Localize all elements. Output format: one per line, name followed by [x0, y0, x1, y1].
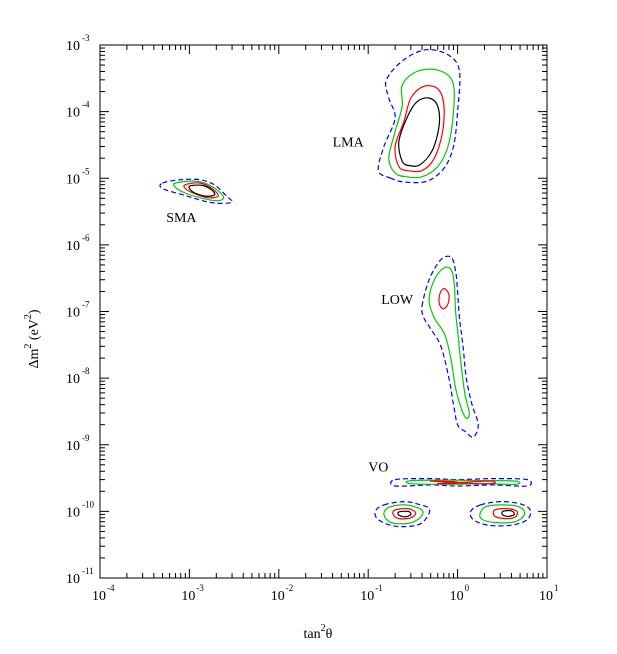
y-tick-label: 10 [66, 172, 80, 187]
contour-green [428, 266, 470, 419]
region-vo-lower-right [469, 500, 532, 527]
region-label-sma: SMA [166, 211, 197, 226]
y-tick-label: 10 [66, 439, 80, 454]
y-tick-label: 10 [66, 39, 80, 54]
x-tick-label: 10 [360, 589, 374, 604]
x-tick: 10-4 [92, 45, 115, 604]
contour-black [188, 184, 216, 197]
y-tick-exponent: -7 [82, 300, 90, 310]
region-lma [377, 48, 461, 184]
ticks-layer: 10-410-310-210-110010110-1110-1010-910-8… [66, 33, 559, 604]
x-tick-label: 10 [539, 589, 553, 604]
contour-red [438, 288, 450, 310]
y-tick: 10-6 [66, 233, 547, 254]
x-tick-exponent: 0 [465, 583, 470, 593]
y-tick: 10-7 [66, 300, 547, 321]
y-tick: 10-10 [66, 499, 547, 520]
y-tick-label: 10 [66, 372, 80, 387]
region-vo [390, 477, 532, 487]
y-tick-exponent: -3 [82, 33, 90, 43]
x-tick-exponent: -4 [107, 583, 115, 593]
contour-black [501, 509, 515, 518]
y-tick-exponent: -9 [82, 433, 90, 443]
y-tick-exponent: -4 [82, 100, 90, 110]
y-tick: 10-8 [66, 366, 547, 387]
region-label-low: LOW [381, 293, 414, 308]
contour-red [394, 85, 445, 173]
contour-green [173, 180, 225, 202]
x-tick-label: 10 [271, 589, 285, 604]
region-low [421, 255, 479, 438]
y-tick: 10-9 [66, 433, 547, 454]
contour-blue [377, 48, 461, 184]
x-tick-exponent: -1 [375, 583, 383, 593]
x-tick-exponent: -2 [286, 583, 294, 593]
contour-black [397, 510, 412, 518]
contour-blue [469, 500, 532, 527]
y-tick-label: 10 [66, 106, 80, 121]
y-tick-exponent: -11 [82, 566, 94, 576]
contour-black [398, 97, 441, 167]
contour-red [429, 480, 497, 485]
contour-blue [374, 500, 431, 528]
contour-blue [390, 477, 532, 487]
x-tick: 100 [450, 45, 470, 604]
contour-blue [159, 178, 233, 205]
labels-layer: LMA SMA LOW VO tan2θ Δm2 (eV2) [23, 135, 414, 642]
y-axis-title: Δm2 (eV2) [23, 309, 42, 368]
region-sma [159, 178, 233, 205]
y-tick-label: 10 [66, 572, 80, 587]
contour-green [405, 479, 521, 485]
contour-red [183, 182, 219, 199]
y-tick-exponent: -5 [82, 166, 90, 176]
plot-frame [99, 44, 548, 579]
x-tick: 10-1 [360, 45, 383, 604]
y-tick-label: 10 [66, 505, 80, 520]
y-tick: 10-11 [66, 566, 547, 587]
y-tick: 10-4 [66, 100, 547, 121]
x-tick-label: 10 [181, 589, 195, 604]
y-tick: 10-5 [66, 166, 547, 187]
region-vo-lower-left [374, 500, 431, 528]
y-tick-exponent: -6 [82, 233, 90, 243]
contour-red [392, 507, 417, 520]
x-tick: 101 [539, 45, 559, 604]
contour-blue [421, 255, 479, 438]
x-tick-exponent: -3 [196, 583, 204, 593]
contour-green [383, 504, 424, 525]
x-tick-label: 10 [450, 589, 464, 604]
x-tick-label: 10 [92, 589, 106, 604]
y-tick-exponent: -10 [82, 499, 94, 509]
region-label-lma: LMA [333, 135, 365, 150]
y-tick-label: 10 [66, 239, 80, 254]
x-tick: 10-3 [181, 45, 204, 604]
y-tick-exponent: -8 [82, 366, 90, 376]
y-tick-label: 10 [66, 306, 80, 321]
contours-layer [159, 48, 532, 528]
x-tick-exponent: 1 [554, 583, 559, 593]
contour-red [492, 507, 519, 520]
x-tick: 10-2 [271, 45, 294, 604]
region-label-vo: VO [368, 460, 388, 475]
x-axis-title: tan2θ [304, 623, 333, 642]
y-tick: 10-3 [66, 33, 547, 54]
contour-green [388, 68, 455, 179]
contour-green [479, 504, 526, 524]
